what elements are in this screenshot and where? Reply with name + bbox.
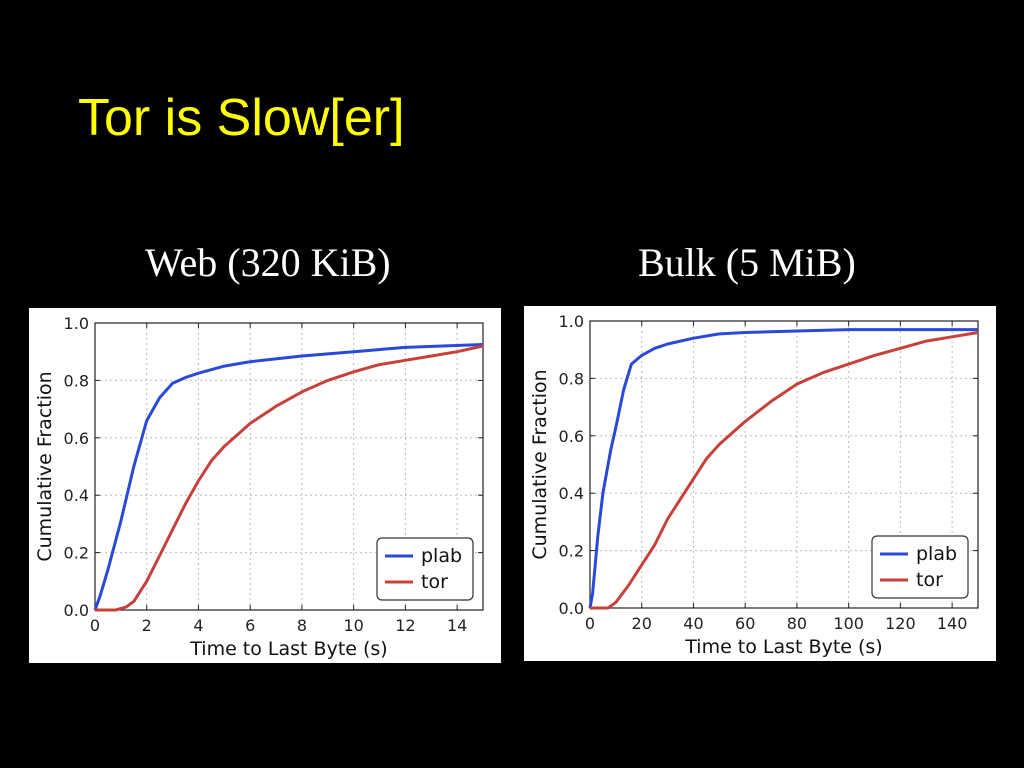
series-line-plab <box>588 328 978 609</box>
y-tick-label: 0.8 <box>559 369 584 388</box>
legend-label-tor: tor <box>916 569 943 591</box>
chart-panel-bulk: 0 20 40 60 80 100 120 140 0.0 0.2 0.4 0.6 0.8 1.0 Time… <box>524 306 996 661</box>
x-tick-label: 20 <box>632 614 652 633</box>
x-tick-label: 2 <box>142 616 152 635</box>
legend-box <box>376 537 474 601</box>
x-tick-label: 100 <box>833 614 864 633</box>
y-tick-label: 0.4 <box>64 486 89 505</box>
y-tick-label: 0.6 <box>64 429 89 448</box>
y-tick-label: 1.0 <box>64 314 89 333</box>
bulk-cdf-chart: 0 20 40 60 80 100 120 140 0.0 0.2 0.4 0.6 0.8 1.0 Time… <box>529 312 979 658</box>
x-tick-label: 8 <box>297 616 307 635</box>
y-tick-label: 0.0 <box>559 599 584 618</box>
y-tick-label: 0.6 <box>559 427 584 446</box>
y-tick-label: 0.2 <box>559 542 584 561</box>
y-tick-label: 0.2 <box>64 544 89 563</box>
legend-label-plab: plab <box>421 545 462 567</box>
legend-box <box>871 535 969 599</box>
x-tick-label: 14 <box>447 616 467 635</box>
x-tick-label: 80 <box>787 614 807 633</box>
x-tick-label: 120 <box>885 614 916 633</box>
chart-title-web: Web (320 KiB) <box>145 240 391 285</box>
web-cdf-chart: 0 2 4 6 8 10 12 14 0.0 0.2 0.4 0.6 0.8 1.0 Time to Las… <box>34 314 484 660</box>
y-tick-label: 1.0 <box>559 312 584 331</box>
series-line-tor <box>590 331 979 610</box>
y-tick-label: 0.0 <box>64 601 89 620</box>
y-axis-label: Cumulative Fraction <box>34 371 56 561</box>
legend-label-plab: plab <box>916 543 957 565</box>
x-tick-label: 6 <box>245 616 255 635</box>
y-axis-label: Cumulative Fraction <box>529 369 551 559</box>
x-tick-label: 140 <box>937 614 968 633</box>
series-line-plab <box>93 343 484 611</box>
x-axis-label: Time to Last Byte (s) <box>684 636 882 658</box>
x-tick-label: 40 <box>683 614 703 633</box>
x-tick-label: 12 <box>395 616 415 635</box>
chart-panel-web: 0 2 4 6 8 10 12 14 0.0 0.2 0.4 0.6 0.8 1.0 Time to Las… <box>29 308 501 663</box>
x-axis-label: Time to Last Byte (s) <box>189 638 387 660</box>
x-tick-label: 4 <box>193 616 203 635</box>
plot-frame <box>94 322 484 611</box>
plot-frame <box>589 320 979 609</box>
x-tick-label: 10 <box>343 616 363 635</box>
legend-label-tor: tor <box>421 571 448 593</box>
series-line-tor <box>95 344 484 612</box>
y-tick-label: 0.4 <box>559 484 584 503</box>
x-tick-label: 0 <box>585 614 595 633</box>
y-tick-label: 0.8 <box>64 371 89 390</box>
x-tick-label: 0 <box>90 616 100 635</box>
slide-title: Tor is Slow[er] <box>78 89 405 147</box>
x-tick-label: 60 <box>735 614 755 633</box>
chart-title-bulk: Bulk (5 MiB) <box>638 240 856 285</box>
